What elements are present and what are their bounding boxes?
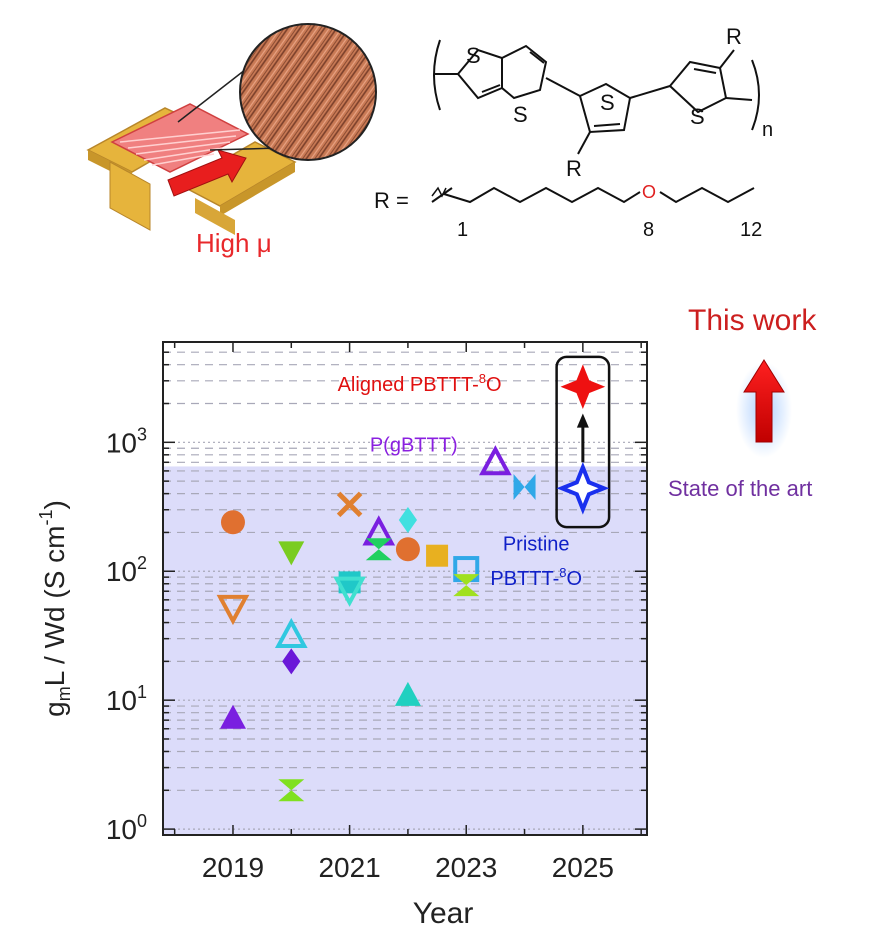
data-point [479,445,512,476]
annotation-tail: O [486,374,502,396]
atom-s: S [690,104,705,129]
y-tick-exponent: 1 [137,682,147,702]
highlight-box [555,355,611,529]
high-mobility-label: High μ [196,228,272,258]
y-tick-base: 10 [106,685,137,716]
data-point [365,538,392,561]
data-point [333,576,366,607]
state-of-art-label: State of the art [668,476,812,501]
y-tick-base: 10 [106,427,137,458]
annotation-sup: 8 [479,371,486,386]
data-point [395,537,420,562]
transport-arrow [167,149,247,197]
x-tick-label: 2025 [552,852,614,883]
substituent-r: R [566,156,582,181]
data-point [556,461,610,515]
annotation-pristine1: Pristine [503,533,570,555]
y-tick-base: 10 [106,814,137,845]
data-point [278,779,305,802]
data-point [336,491,363,518]
data-point [453,574,480,597]
device-schematic: High μ [86,23,377,258]
y-label-part: ) [39,500,70,509]
chain-number-1: 1 [457,219,468,241]
annotation-tail: O [566,568,582,590]
chain-number-8: 8 [643,219,654,241]
data-point [282,648,301,675]
r-equals: R = [374,188,409,213]
atom-s: S [513,102,528,127]
annotation-text: Aligned PBTTT- [338,374,479,396]
x-tick-label: 2023 [435,852,497,883]
y-tick-exponent: 0 [137,811,147,831]
y-label-part: -1 [36,509,56,525]
x-tick-label: 2019 [202,852,264,883]
data-point [216,594,250,626]
this-work-label: This work [688,304,817,337]
annotation-pgbttt: P(gBTTT) [370,434,458,456]
y-label-part: g [39,701,70,717]
annotation-text: PBTTT- [490,568,559,590]
data-point [560,364,606,410]
data-point [426,544,449,567]
x-tick-label: 2021 [318,852,380,883]
data-point [394,681,421,706]
up-arrow [743,359,785,443]
data-point [398,506,418,533]
data-point [219,704,246,729]
annotation-text: Pristine [503,533,570,555]
aligned-film [110,103,250,173]
atom-s: S [600,90,615,115]
y-tick-base: 10 [106,556,137,587]
y-tick-label: 103 [106,424,147,458]
data-point [274,617,308,649]
y-tick-exponent: 2 [137,553,147,573]
substituent-r: R [726,24,742,49]
microscopy-inset [239,23,377,161]
data-point [278,541,305,566]
annotation-sup: 8 [559,565,566,580]
atom-o: O [642,182,656,202]
chain-number-12: 12 [740,219,762,241]
improvement-arrow-head [576,413,589,428]
callouts: This work State of the art [668,304,817,501]
y-tick-label: 102 [106,553,147,587]
annotation-pristine2: PBTTT-8O [490,565,582,590]
annotation-aligned: Aligned PBTTT-8O [338,371,502,396]
atom-s: S [466,43,481,68]
structure-labels: S S S S R R n R = O 1 8 12 [374,24,773,241]
subscript-n: n [762,119,773,141]
data-point [220,510,245,535]
y-label-part: L / Wd (S cm [39,526,70,687]
y-tick-exponent: 3 [137,424,147,444]
y-label-part: m [54,686,74,701]
annotation-text: P(gBTTT) [370,434,458,456]
chemical-structure [431,39,760,204]
data-point [513,474,536,501]
y-axis-label: gmL / Wd (S cm-1) [36,500,74,717]
y-tick-label: 100 [106,811,147,845]
plot-frame [162,341,648,836]
x-axis-label: Year [413,897,474,930]
y-tick-label: 101 [106,682,147,716]
